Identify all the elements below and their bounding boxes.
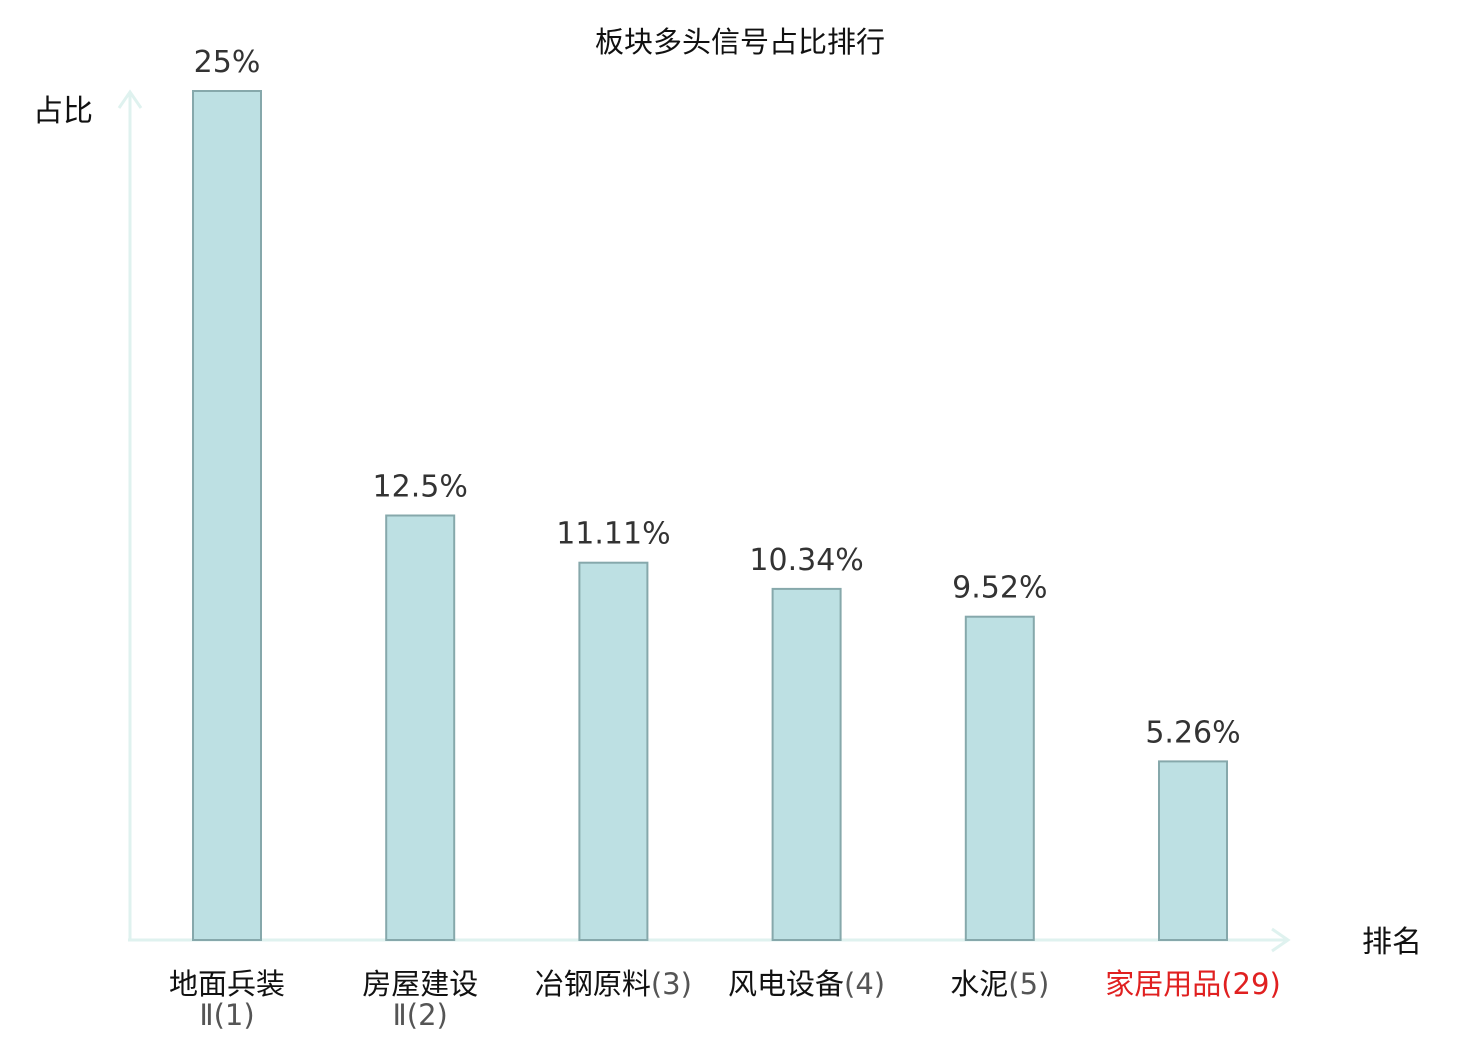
bar-3 (578, 561, 649, 941)
value-labels-group: 25% 12.5% 11.11% 10.34% 9.52% 5.26% (194, 45, 1241, 750)
axes (117, 89, 1291, 953)
x-axis-arrow (1271, 927, 1291, 953)
category-label-2: 房屋建设 (362, 967, 478, 1001)
value-label-4: 10.34% (749, 543, 863, 578)
value-label-3: 11.11% (556, 517, 670, 552)
bar-4 (771, 587, 842, 942)
value-label-6: 5.26% (1145, 715, 1240, 750)
value-label-5: 9.52% (952, 571, 1047, 606)
chart-title: 板块多头信号占比排行 (595, 25, 885, 59)
category-label-6: 家居用品(29) (1105, 967, 1281, 1001)
category-label-3: 冶钢原料(3) (535, 967, 692, 1001)
value-label-1: 25% (194, 45, 261, 80)
category-label-line2-2: Ⅱ(2) (393, 998, 448, 1032)
category-label-1: 地面兵装 (169, 967, 285, 1001)
bar-1 (192, 90, 262, 941)
y-axis-arrow (117, 89, 143, 109)
value-label-2: 12.5% (373, 470, 468, 505)
bars-group (192, 90, 1228, 942)
bar-5 (964, 615, 1035, 941)
x-axis-label: 排名 (1362, 925, 1422, 960)
y-axis-label: 占比 (33, 94, 93, 129)
bar-2 (385, 514, 456, 941)
category-label-line2-1: Ⅱ(1) (199, 998, 254, 1032)
category-label-4: 风电设备(4) (728, 967, 885, 1001)
bar-6 (1158, 760, 1228, 942)
category-label-5: 水泥(5) (950, 967, 1049, 1001)
